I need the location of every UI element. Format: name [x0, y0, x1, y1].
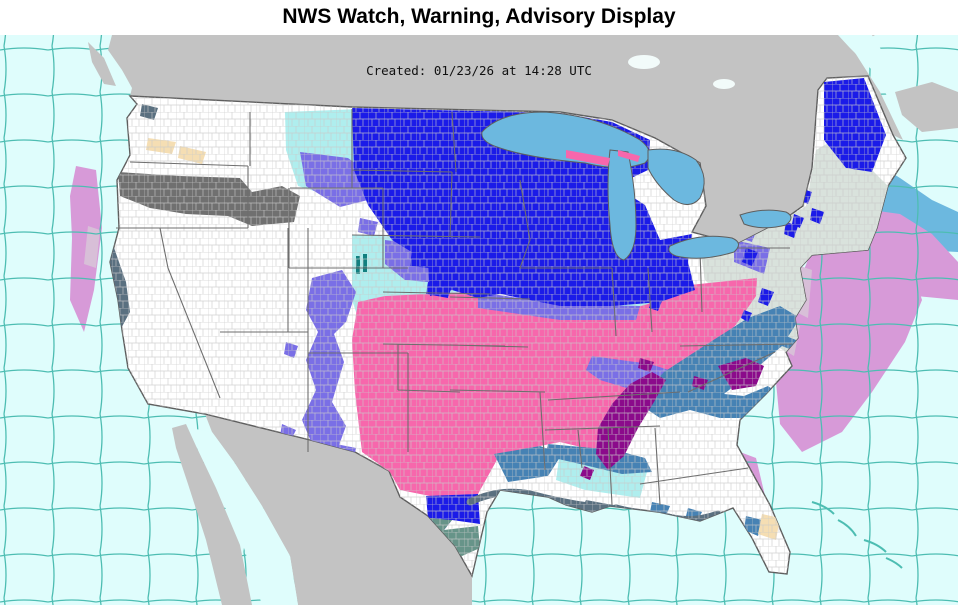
bahamas-islands	[811, 501, 903, 569]
created-timestamp: Created: 01/23/26 at 14:28 UTC	[366, 63, 592, 78]
mexico-landmass	[205, 414, 472, 605]
st-lawrence-water	[838, 35, 915, 118]
map-title: NWS Watch, Warning, Advisory Display	[282, 5, 676, 28]
gulf-of-california	[190, 428, 298, 605]
nova-scotia	[895, 82, 958, 132]
marine-zone-lake-superior-pink[interactable]	[566, 150, 640, 166]
baja-california	[172, 424, 252, 605]
canada-lake	[713, 79, 735, 89]
lake-michigan	[607, 149, 637, 261]
state-borders	[116, 109, 793, 506]
lake-superior	[481, 111, 650, 168]
lake-ontario	[739, 209, 792, 229]
great-lakes	[481, 111, 792, 261]
vancouver-island	[88, 42, 116, 86]
lake-huron	[647, 148, 705, 205]
lake-erie	[668, 235, 739, 259]
canada-lake	[628, 55, 660, 69]
